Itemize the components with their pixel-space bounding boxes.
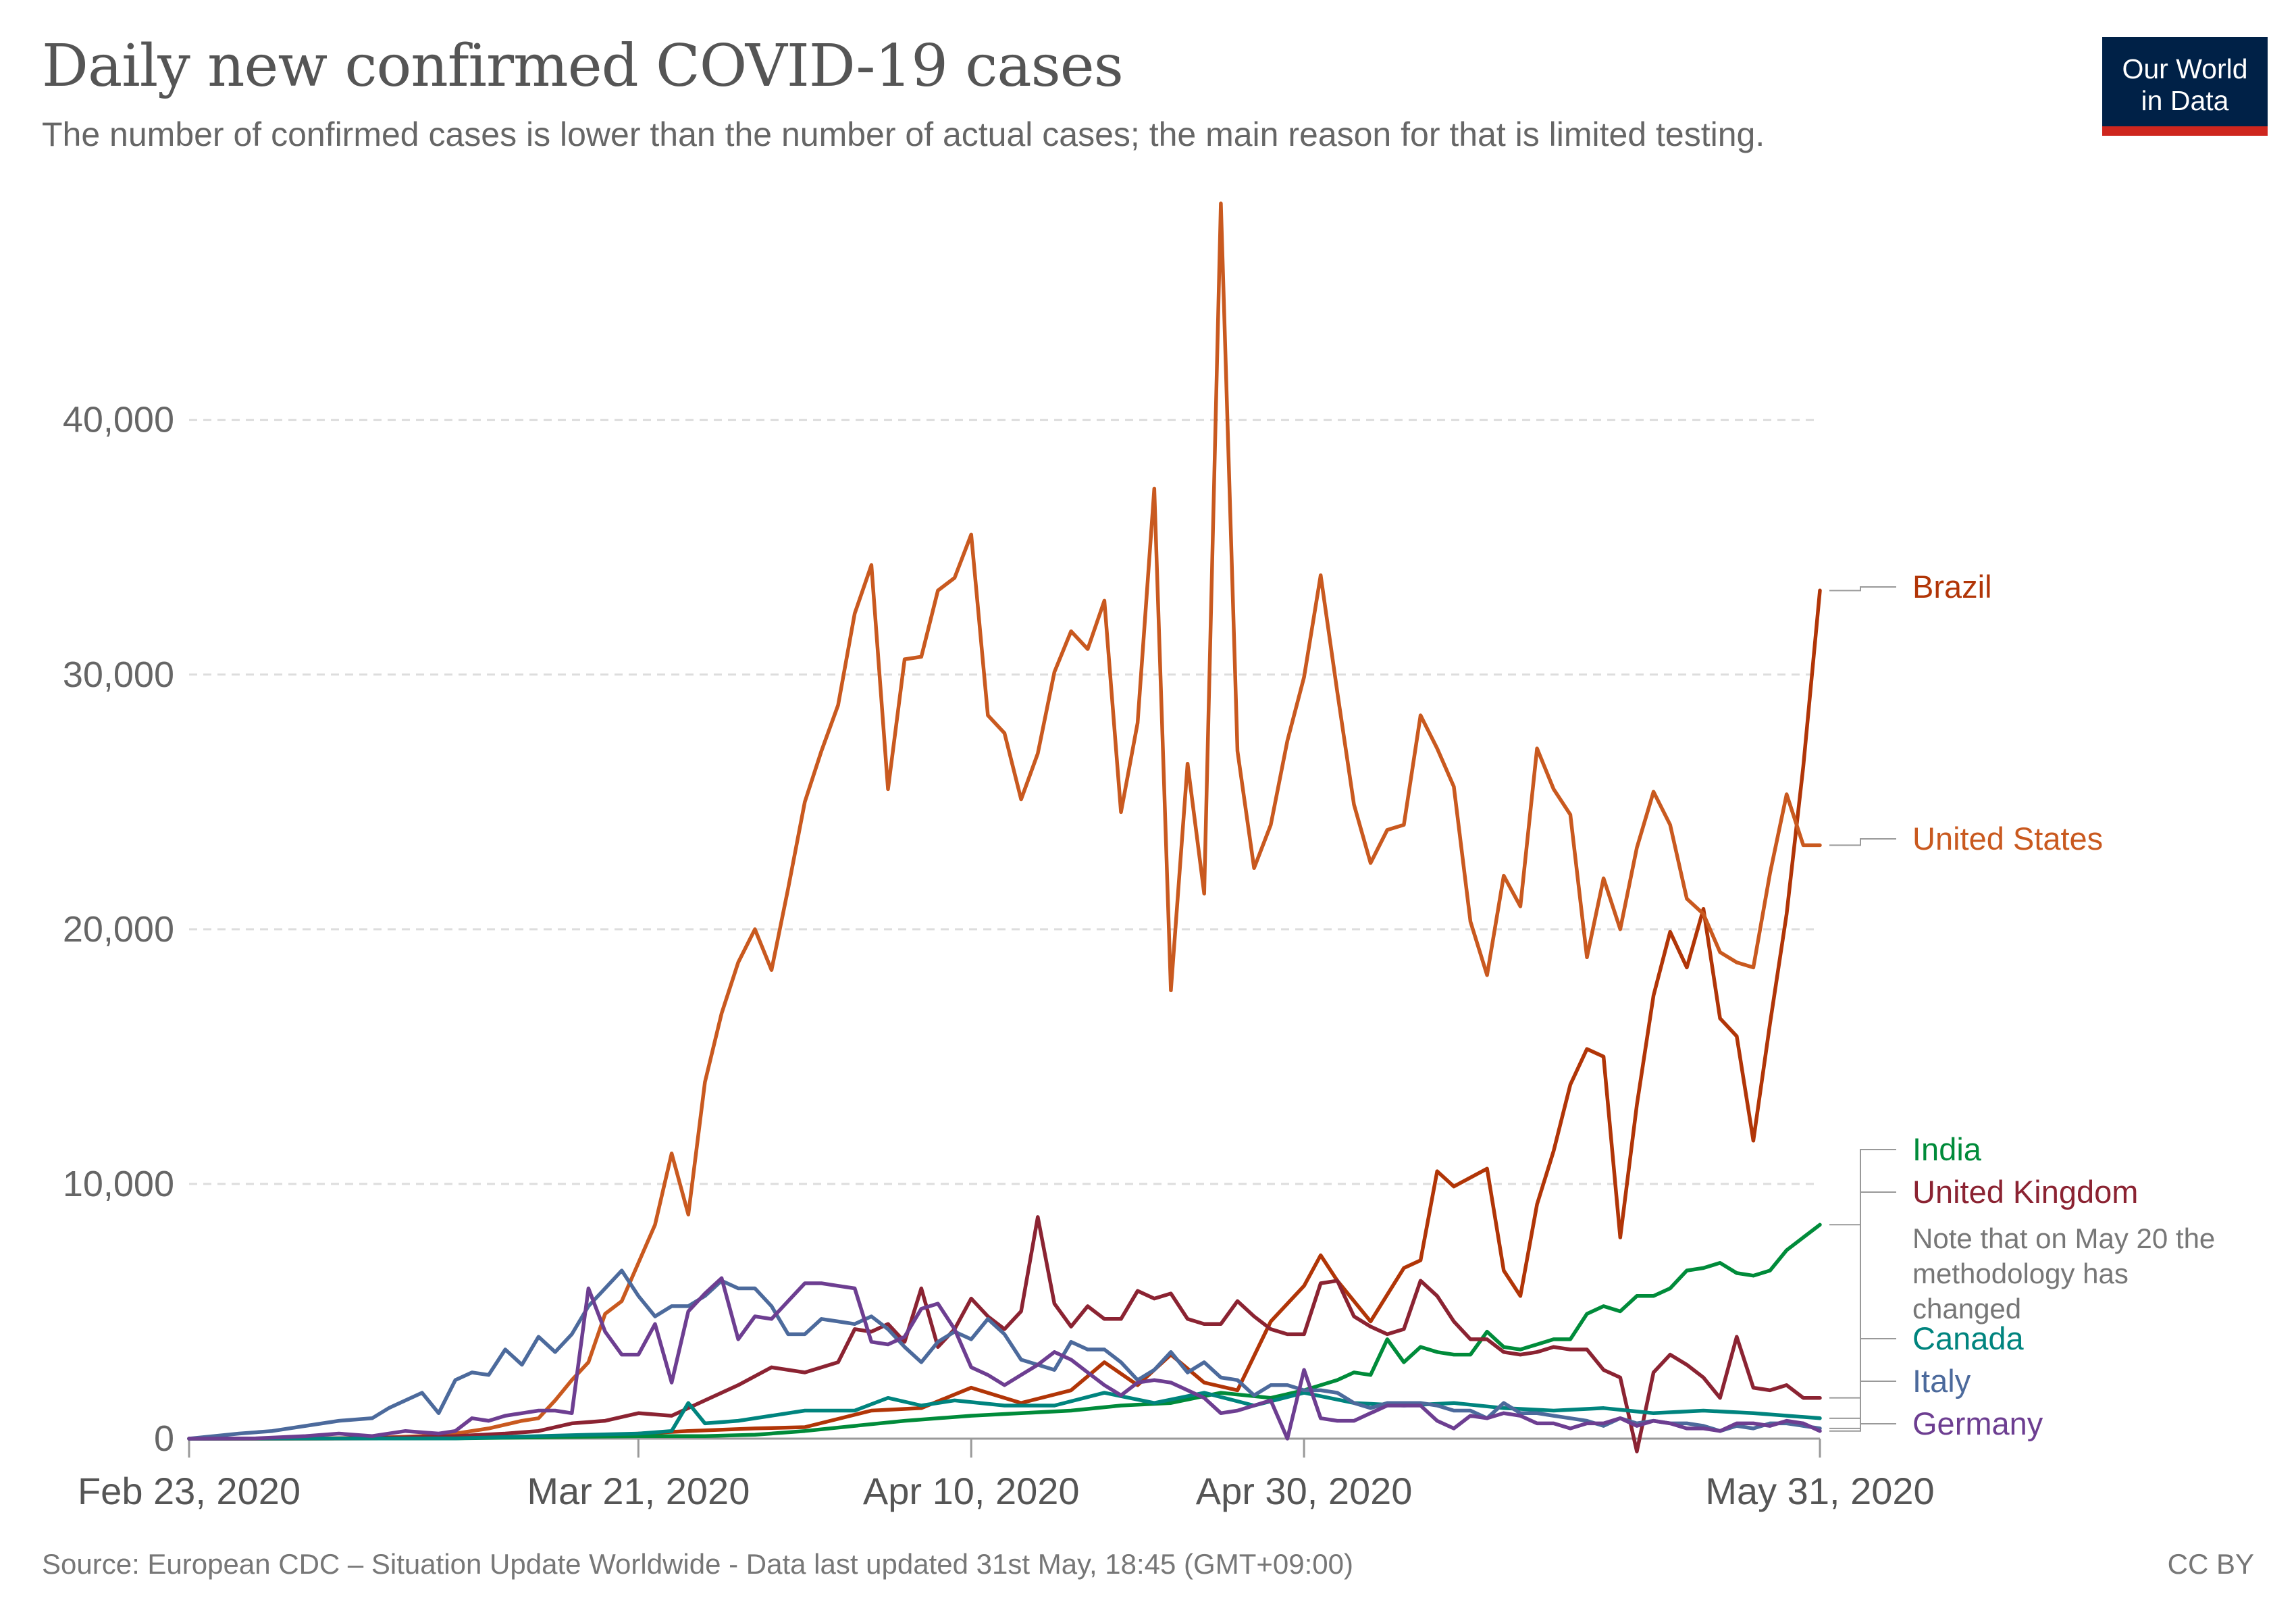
leader-line-united-states: [1829, 838, 1896, 846]
methodology-note-line: Note that on May 20 the: [1912, 1223, 2215, 1254]
x-tick-label: Mar 21, 2020: [527, 1470, 750, 1512]
y-tick-label: 20,000: [63, 909, 174, 950]
x-tick-label: Feb 23, 2020: [78, 1470, 301, 1512]
series-label-brazil[interactable]: Brazil: [1912, 569, 1992, 604]
methodology-note-line: changed: [1912, 1293, 2021, 1324]
leader-line-canada: [1829, 1338, 1896, 1419]
y-tick-label: 10,000: [63, 1164, 174, 1204]
series-line-brazil[interactable]: [187, 588, 1822, 1441]
series-label-germany[interactable]: Germany: [1912, 1406, 2043, 1441]
license-link[interactable]: CC BY: [2167, 1548, 2254, 1580]
y-tick-label: 40,000: [63, 400, 174, 440]
y-tick-label: 30,000: [63, 654, 174, 695]
series-label-united-states[interactable]: United States: [1912, 821, 2103, 856]
grid-layer: [189, 419, 1820, 1185]
series-line-italy[interactable]: [187, 1268, 1822, 1441]
leader-line-united-kingdom: [1829, 1191, 1896, 1399]
series-label-italy[interactable]: Italy: [1912, 1363, 1971, 1399]
leader-line-india: [1829, 1149, 1896, 1226]
chart-subtitle: The number of confirmed cases is lower t…: [42, 115, 1765, 153]
y-tick-label: 0: [154, 1418, 174, 1459]
x-tick-label: May 31, 2020: [1705, 1470, 1934, 1512]
series-line-india[interactable]: [187, 1223, 1822, 1441]
series-label-canada[interactable]: Canada: [1912, 1320, 2024, 1356]
x-tick-label: Apr 30, 2020: [1196, 1470, 1413, 1512]
series-line-united-states[interactable]: [187, 201, 1822, 1441]
logo-line-1: Our World: [2122, 53, 2248, 84]
series-layer: [187, 201, 1822, 1453]
series-line-germany[interactable]: [187, 1276, 1822, 1441]
methodology-note: Note that on May 20 the methodology has ch…: [1912, 1223, 2215, 1324]
our-world-in-data-logo[interactable]: Our World in Data: [2102, 37, 2268, 136]
series-label-india[interactable]: India: [1912, 1131, 1982, 1167]
axis-layer: 0 10,000 20,000 30,000 40,000 Feb 23, 2020 Mar…: [63, 400, 1935, 1512]
series-line-canada[interactable]: [187, 1391, 1822, 1441]
x-tick-label: Apr 10, 2020: [863, 1470, 1080, 1512]
chart-title: Daily new confirmed COVID-19 cases: [42, 32, 1124, 100]
series-label-layer: Brazil United States India United Kingdom Ca…: [1829, 569, 2215, 1441]
series-line-united-kingdom[interactable]: [187, 1215, 1822, 1453]
leader-line-germany: [1829, 1423, 1896, 1432]
source-note: Source: European CDC – Situation Update …: [42, 1548, 1353, 1580]
leader-line-italy: [1829, 1381, 1896, 1429]
leader-line-brazil: [1829, 586, 1896, 592]
logo-line-2: in Data: [2141, 85, 2229, 116]
methodology-note-line: methodology has: [1912, 1258, 2129, 1289]
series-label-united-kingdom[interactable]: United Kingdom: [1912, 1174, 2138, 1210]
